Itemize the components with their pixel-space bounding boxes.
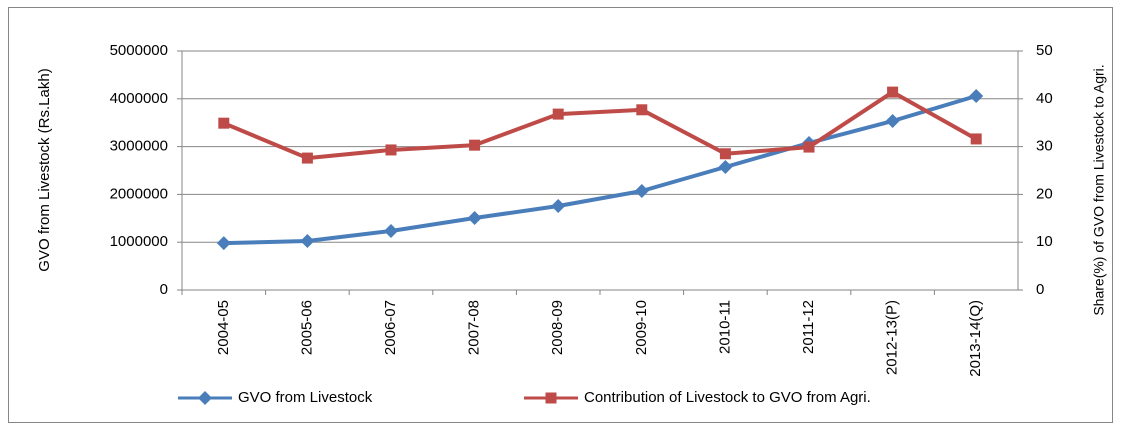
series-marker: [218, 117, 230, 129]
series-marker: [634, 184, 649, 199]
series-marker: [384, 223, 398, 238]
y-tick-label: 3000000: [110, 138, 168, 155]
y-axis-label: GVO from Livestock (Rs.Lakh): [36, 68, 53, 271]
x-tick-label: 2006-07: [382, 300, 399, 355]
y2-tick-label: 30: [1036, 138, 1053, 155]
series-marker: [970, 133, 982, 145]
y-tick-label: 2000000: [110, 185, 168, 202]
series-marker: [718, 160, 733, 175]
series-marker: [887, 86, 899, 98]
y-tick-label: 0: [160, 281, 168, 298]
x-tick-label: 2004-05: [215, 300, 232, 355]
x-tick-label: 2012-13(P): [884, 300, 901, 375]
series-line: [223, 94, 977, 246]
series-marker: [552, 108, 564, 120]
series-marker: [885, 113, 900, 128]
y2-tick-label: 10: [1036, 233, 1053, 250]
legend-marker: [198, 391, 212, 405]
legend-marker: [545, 392, 557, 404]
y-tick-label: 4000000: [110, 90, 168, 107]
y2-tick-label: 40: [1036, 90, 1053, 107]
y-tick-label: 1000000: [110, 233, 168, 250]
legend-label: GVO from Livestock: [238, 389, 373, 406]
series-marker: [216, 236, 231, 251]
series-marker: [803, 141, 815, 153]
x-tick-label: 2007-08: [466, 300, 483, 355]
series-marker: [300, 234, 315, 249]
y2-tick-label: 0: [1036, 281, 1044, 298]
x-tick-label: 2009-10: [633, 300, 650, 355]
y2-axis-label: Share(%) of GVO from Livestock to Agri.: [1091, 64, 1107, 315]
legend-label: Contribution of Livestock to GVO from Ag…: [584, 389, 871, 406]
y-tick-label: 5000000: [110, 42, 168, 59]
x-tick-label: 2010-11: [716, 300, 733, 354]
chart-frame: [8, 7, 1113, 423]
x-tick-label: 2008-09: [549, 300, 566, 355]
series-line: [223, 90, 978, 161]
series-marker: [469, 139, 481, 151]
series-marker: [719, 148, 731, 160]
x-tick-label: 2013-14(Q): [967, 300, 984, 377]
x-tick-label: 2011-12: [800, 300, 817, 354]
series-marker: [385, 144, 397, 156]
x-tick-label: 2005-06: [298, 300, 315, 355]
y2-tick-label: 20: [1036, 185, 1053, 202]
series-marker: [467, 211, 482, 226]
series-marker: [551, 199, 566, 214]
series-marker: [636, 104, 648, 116]
y2-tick-label: 50: [1036, 42, 1053, 59]
series-marker: [301, 152, 313, 164]
series-marker: [969, 88, 984, 103]
